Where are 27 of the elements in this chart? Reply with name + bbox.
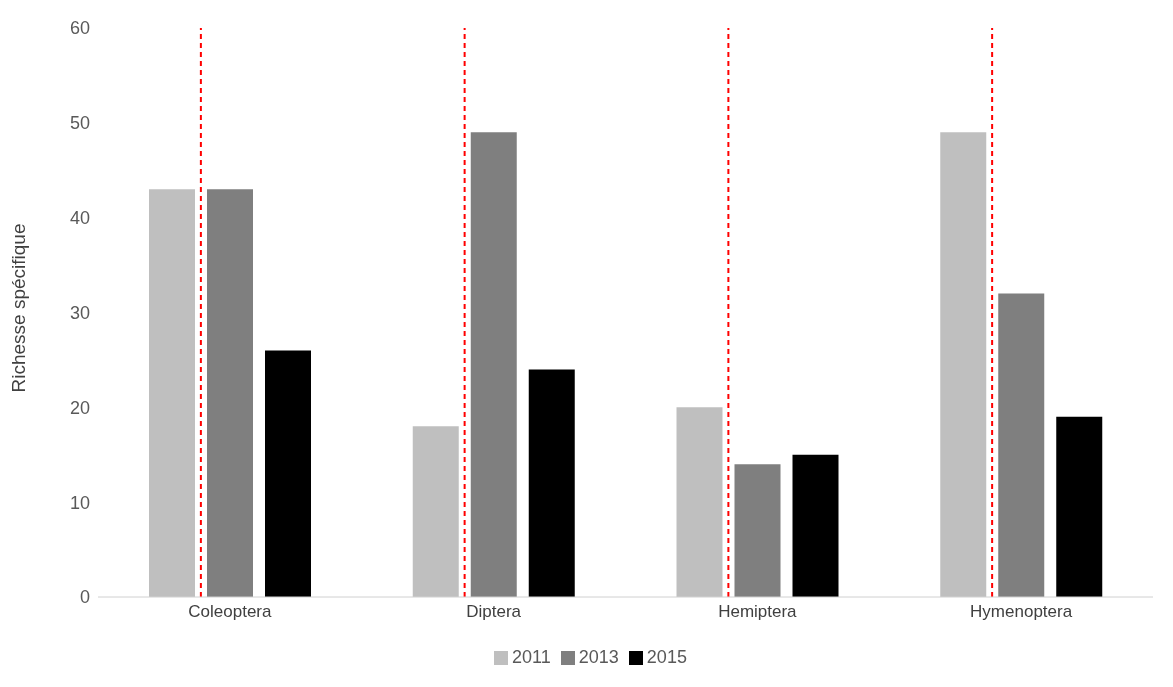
y-tick-label: 10 [69, 492, 90, 513]
bar [1056, 416, 1103, 597]
y-tick-label: 20 [69, 397, 90, 418]
x-tick-label: Coleoptera [188, 602, 272, 622]
legend-label: 2015 [646, 647, 687, 667]
y-tick-label: 30 [69, 302, 90, 323]
y-tick-label: 60 [69, 18, 90, 39]
bar [265, 350, 311, 597]
bar [998, 293, 1045, 597]
y-axis-title: Richesse spécifique [7, 223, 29, 393]
bar [412, 426, 459, 597]
bar [734, 464, 781, 597]
y-tick-label: 40 [69, 208, 90, 229]
bar [676, 407, 723, 597]
bar [528, 369, 575, 597]
y-tick-label: 0 [79, 587, 90, 608]
x-tick-label: Hemiptera [718, 602, 798, 622]
y-tick-label: 50 [69, 113, 90, 134]
legend-label: 2013 [578, 647, 619, 667]
x-tick-label: Diptera [466, 602, 522, 622]
x-tick-label: Hymenoptera [970, 602, 1073, 622]
legend-label: 2011 [512, 647, 551, 667]
bar [940, 132, 987, 597]
bar [792, 454, 839, 597]
bar [470, 132, 517, 597]
bar [149, 189, 195, 597]
bar [207, 189, 253, 597]
